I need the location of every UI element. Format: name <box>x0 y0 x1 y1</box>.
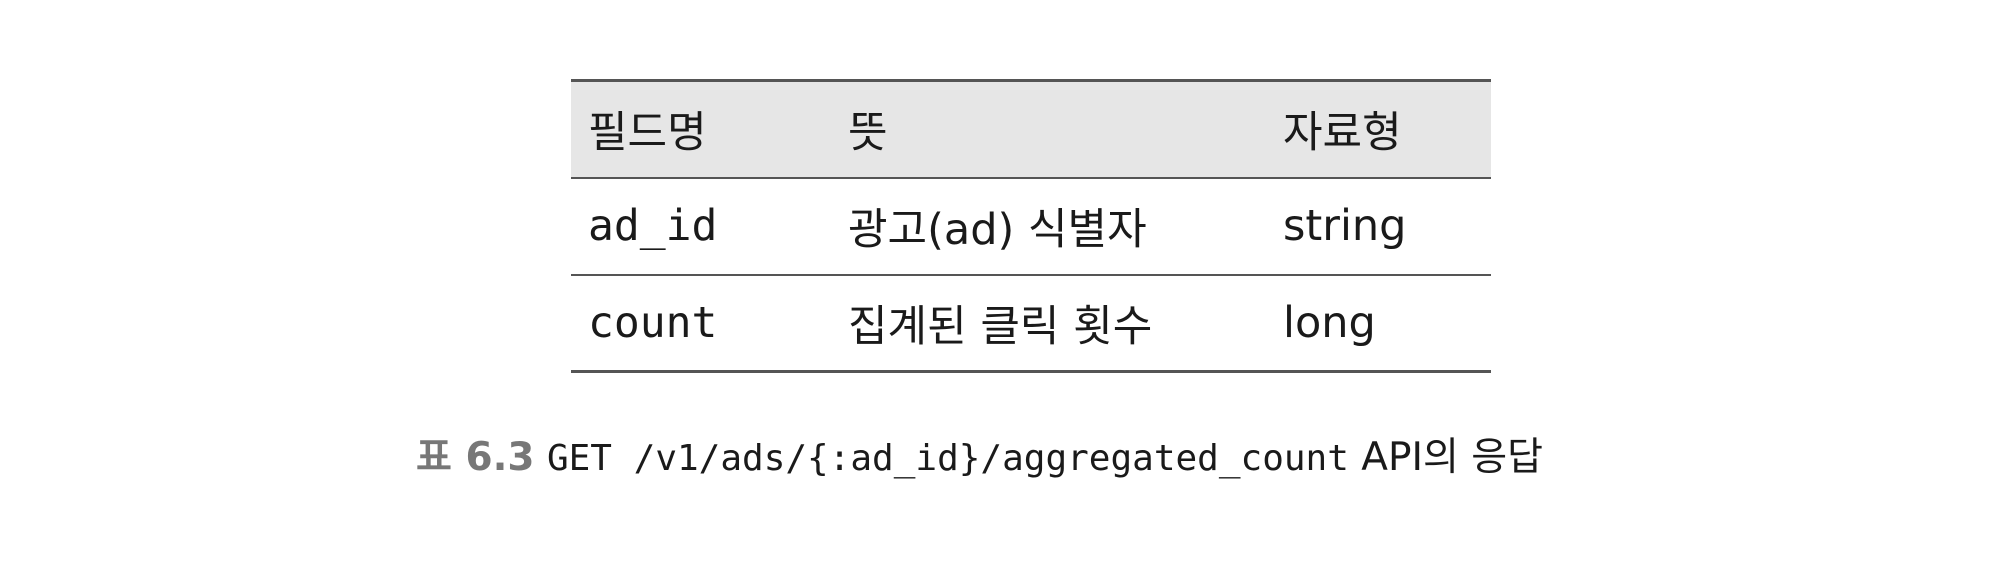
header-data-type: 자료형 <box>1266 79 1491 179</box>
cell-field-name: count <box>571 274 831 373</box>
table-row: ad_id 광고(ad) 식별자 string <box>571 177 1491 276</box>
caption-endpoint: GET /v1/ads/{:ad_id}/aggregated_count <box>546 438 1349 479</box>
response-field-table: 필드명 뜻 자료형 ad_id 광고(ad) 식별자 string count … <box>571 79 1491 373</box>
table-row: count 집계된 클릭 횟수 long <box>571 274 1491 373</box>
header-field-name: 필드명 <box>571 79 831 179</box>
header-meaning: 뜻 <box>831 79 1266 179</box>
cell-meaning: 집계된 클릭 횟수 <box>831 274 1266 373</box>
cell-data-type: string <box>1266 177 1491 276</box>
field-table-container: 필드명 뜻 자료형 ad_id 광고(ad) 식별자 string count … <box>571 79 1491 373</box>
caption-text: API의 응답 <box>1361 435 1544 480</box>
table-caption: 표 6.3 GET /v1/ads/{:ad_id}/aggregated_co… <box>416 430 1543 486</box>
cell-meaning: 광고(ad) 식별자 <box>831 177 1266 276</box>
caption-label: 표 6.3 <box>416 435 535 480</box>
cell-data-type: long <box>1266 274 1491 373</box>
cell-field-name: ad_id <box>571 177 831 276</box>
table-header-row: 필드명 뜻 자료형 <box>571 79 1491 179</box>
